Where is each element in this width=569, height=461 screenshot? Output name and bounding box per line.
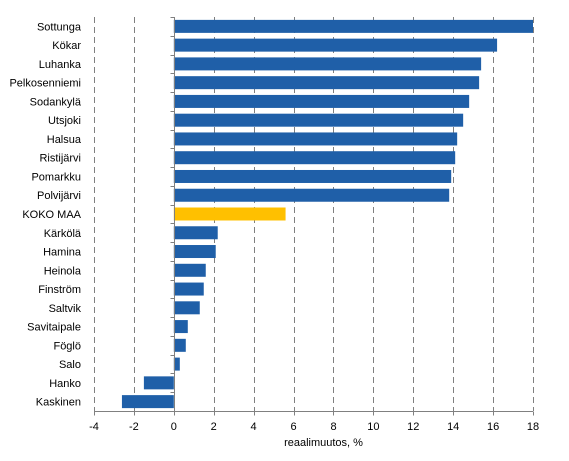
x-tick-label: 4 xyxy=(251,421,257,433)
x-tick-labels: -4 -2 0 2 4 6 8 10 12 14 16 18 xyxy=(89,421,539,433)
bar-hanko xyxy=(143,376,174,390)
category-label: Sodankylä xyxy=(30,96,82,108)
category-label: Hanko xyxy=(49,378,81,390)
category-label: Halsua xyxy=(47,134,82,146)
category-label: Salo xyxy=(59,359,81,371)
x-tick-label: -2 xyxy=(129,421,139,433)
x-tick-label: 14 xyxy=(447,421,459,433)
bar-hamina xyxy=(173,245,216,259)
x-tick-label: 2 xyxy=(211,421,217,433)
x-tick-label: 8 xyxy=(330,421,336,433)
bar-luhanka xyxy=(173,57,482,71)
bar-utsjoki xyxy=(173,113,464,127)
gridlines xyxy=(94,17,534,411)
category-label: Saltvik xyxy=(49,303,82,315)
category-label: Polvijärvi xyxy=(37,190,81,202)
category-label: Kaskinen xyxy=(36,397,81,409)
x-tick-label: 6 xyxy=(290,421,296,433)
bar-polvijärvi xyxy=(173,188,450,202)
category-label: Föglö xyxy=(53,340,81,352)
category-label: Hamina xyxy=(43,247,82,259)
category-label: Pelkosenniemi xyxy=(9,78,81,90)
bar-finström xyxy=(173,282,204,296)
category-label: KOKO MAA xyxy=(22,209,81,221)
bar-heinola xyxy=(173,263,206,277)
x-tick-label: 18 xyxy=(527,421,539,433)
x-tick-label: -4 xyxy=(89,421,99,433)
category-label: Ristijärvi xyxy=(39,153,81,165)
bar-koko-maa xyxy=(173,207,286,221)
category-label: Finström xyxy=(38,284,81,296)
category-label: Kärkölä xyxy=(44,228,82,240)
bar-föglö xyxy=(173,338,186,352)
x-tick-label: 16 xyxy=(487,421,499,433)
category-label: Utsjoki xyxy=(48,115,81,127)
x-tick-label: 0 xyxy=(171,421,177,433)
category-label: Luhanka xyxy=(39,59,82,71)
bar-halsua xyxy=(173,132,458,146)
bar-sodankylä xyxy=(173,94,470,108)
category-label: Savitaipale xyxy=(27,322,81,334)
category-label: Heinola xyxy=(44,265,82,277)
category-label: Pomarkku xyxy=(31,172,81,184)
bar-kaskinen xyxy=(121,395,174,409)
x-axis-title: reaalimuutos, % xyxy=(284,437,363,449)
bar-saltvik xyxy=(173,301,200,315)
axes xyxy=(94,17,534,416)
bar-kökar xyxy=(173,38,498,52)
bar-pomarkku xyxy=(173,169,452,183)
bar-salo xyxy=(173,357,180,371)
category-labels: Sottunga Kökar Luhanka Pelkosenniemi Sodanky… xyxy=(9,21,81,408)
bar-kärkölä xyxy=(173,226,218,240)
bar-sottunga xyxy=(173,19,533,33)
x-tick-label: 10 xyxy=(367,421,379,433)
category-label: Sottunga xyxy=(37,21,82,33)
bar-pelkosenniemi xyxy=(173,76,480,90)
category-label: Kökar xyxy=(52,40,81,52)
bar-ristijärvi xyxy=(173,151,456,165)
bars xyxy=(121,19,533,409)
x-tick-label: 12 xyxy=(407,421,419,433)
bar-savitaipale xyxy=(173,320,188,334)
